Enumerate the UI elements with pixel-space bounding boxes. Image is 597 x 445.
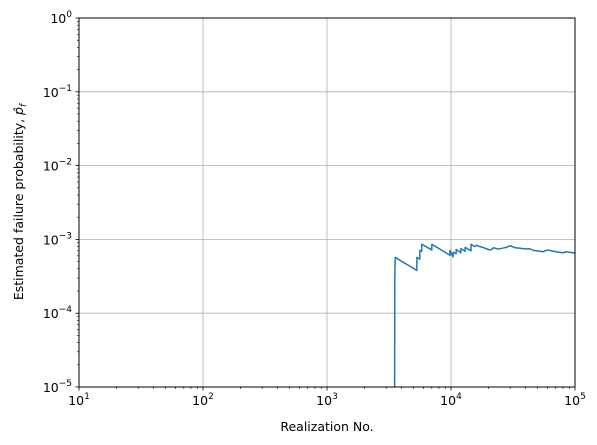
y-tick-label: 10−4 <box>43 305 72 321</box>
x-tick-label-base: 10 <box>316 393 332 408</box>
x-axis-ticks: 101 102 103 104 105 <box>68 387 586 408</box>
y-tick-label: 100 <box>50 10 72 26</box>
x-tick-label: 104 <box>440 392 462 408</box>
x-axis-label: Realization No. <box>280 419 373 434</box>
x-tick-label: 103 <box>316 392 338 408</box>
y-tick-label-exponent: 0 <box>66 10 72 20</box>
series-line <box>393 243 575 388</box>
y-tick-label-exponent: −3 <box>59 231 72 241</box>
x-tick-label-exponent: 3 <box>332 392 338 402</box>
y-tick-label: 10−2 <box>43 158 72 174</box>
y-tick-label-exponent: −4 <box>59 305 73 315</box>
x-tick-label-base: 10 <box>192 393 208 408</box>
plot-area <box>393 243 575 388</box>
y-axis-label: Estimated failure probability, p̂f <box>11 102 29 300</box>
y-tick-label-base: 10 <box>43 85 59 100</box>
x-tick-label: 105 <box>564 392 586 408</box>
y-tick-label-base: 10 <box>50 11 66 26</box>
y-axis-label-text: Estimated failure probability, <box>11 115 26 300</box>
y-tick-label-exponent: −2 <box>59 158 72 168</box>
y-tick-label-base: 10 <box>43 232 59 247</box>
x-tick-label-base: 10 <box>68 393 84 408</box>
x-tick-label-exponent: 4 <box>456 392 462 402</box>
x-tick-label-exponent: 2 <box>208 392 214 402</box>
y-tick-label: 10−3 <box>43 231 72 247</box>
x-tick-label-base: 10 <box>564 393 580 408</box>
x-tick-label-exponent: 5 <box>580 392 586 402</box>
y-axis-label-subscript: f <box>19 102 29 107</box>
x-tick-label-base: 10 <box>440 393 456 408</box>
y-axis-label-symbol: p̂ <box>11 107 26 116</box>
y-tick-label-base: 10 <box>43 159 59 174</box>
y-tick-label-base: 10 <box>43 380 59 395</box>
x-tick-label-exponent: 1 <box>84 392 90 402</box>
x-tick-label: 101 <box>68 392 90 408</box>
x-tick-label: 102 <box>192 392 214 408</box>
y-tick-label-base: 10 <box>43 306 59 321</box>
y-tick-label-exponent: −1 <box>59 84 72 94</box>
y-tick-label-exponent: −5 <box>59 379 72 389</box>
y-tick-label: 10−5 <box>43 379 72 395</box>
y-tick-label: 10−1 <box>43 84 72 100</box>
